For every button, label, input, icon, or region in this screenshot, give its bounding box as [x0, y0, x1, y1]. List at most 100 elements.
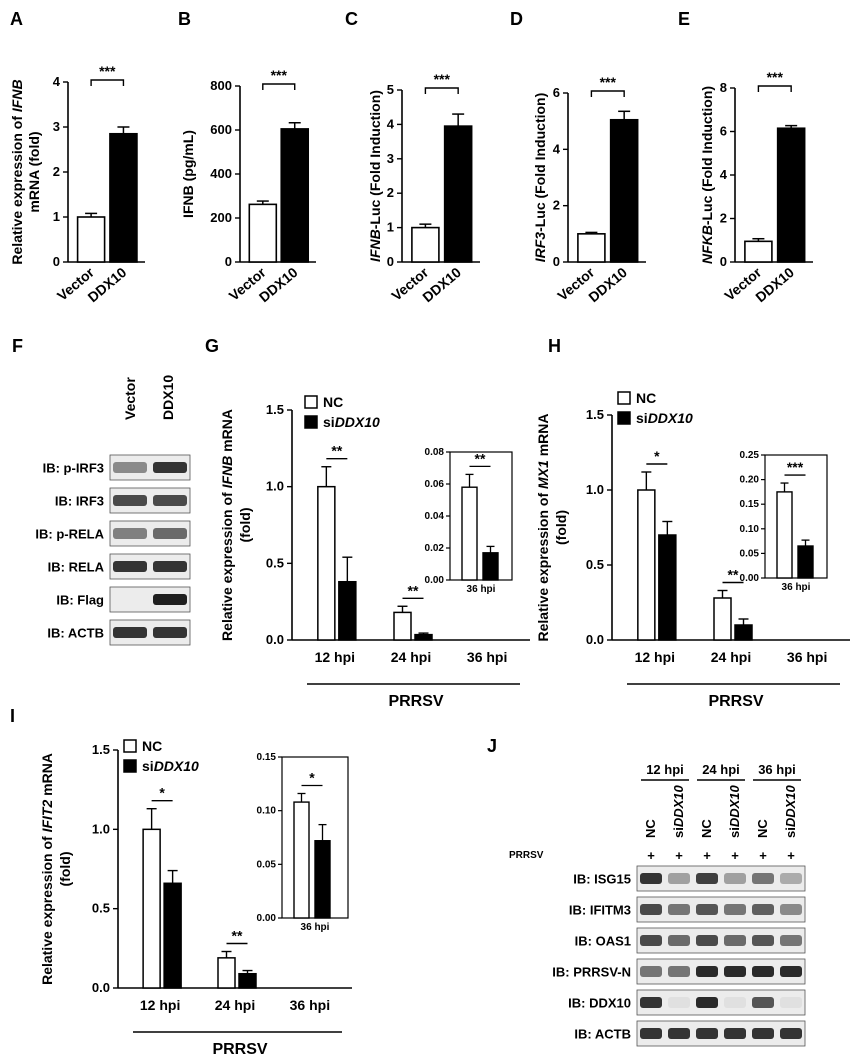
panel-h-inset-ytick-label: 0.20 — [740, 475, 760, 486]
blot-j-row-5-band-0 — [640, 1028, 662, 1039]
panel-h-sig-label-0: * — [654, 448, 660, 464]
panel-h-inset-bar-siddx10 — [797, 545, 814, 579]
panel-b-ytick-label: 400 — [210, 166, 232, 181]
panel-e-ylabel: NFKB-Luc (Fold Induction) — [699, 86, 715, 264]
blot-j-row-2-band-1 — [668, 935, 690, 946]
blot-j-row-5 — [636, 1020, 806, 1047]
panel-e-ytick-label: 8 — [720, 80, 727, 95]
panel-c-ytick-label: 2 — [387, 185, 394, 200]
panel-c-bar-vector — [411, 226, 440, 263]
blot-j-row-1-band-2 — [696, 904, 718, 915]
panel-h-inset-ytick-label: 0.15 — [740, 499, 760, 510]
blot-f-row-2 — [109, 520, 191, 547]
panel-e-ytick-label: 0 — [720, 254, 727, 269]
blot-j-row-4-band-0 — [640, 997, 662, 1008]
panel-c-bar-ddx10 — [443, 125, 473, 263]
panel-h-inset-ytick-label: 0.05 — [740, 548, 760, 559]
panel-a-ytick-label: 4 — [53, 74, 61, 89]
panel-i-bar-nc-1 — [217, 957, 236, 989]
panel-c-ytick-label: 5 — [387, 82, 394, 97]
panel-g-inset-ytick-label: 0.02 — [425, 543, 445, 554]
blot-j-row-3-band-4 — [752, 966, 774, 977]
panel-g-legend-swatch-nc — [304, 395, 318, 409]
blot-f-row-3 — [109, 553, 191, 580]
panel-d-bar-vector — [577, 233, 606, 263]
blot-j-row-4-band-5 — [780, 997, 802, 1008]
blot-j-lane-label-5: siDDX10 — [783, 784, 798, 838]
panel-b-ytick-label: 800 — [210, 78, 232, 93]
panel-i-xtick-label-1: 24 hpi — [215, 997, 255, 1013]
panel-h-ytick-label: 0.5 — [586, 557, 604, 572]
panel-h-sig-label-1: ** — [728, 567, 739, 583]
blot-f-row-2-band-0 — [113, 528, 147, 539]
panel-h-ylabel-line2: (fold) — [553, 510, 569, 545]
panel-h-xtick-label-1: 24 hpi — [711, 649, 751, 665]
panel-d-ytick-label: 6 — [553, 85, 560, 100]
blot-j-row-label-2: IB: OAS1 — [575, 934, 631, 949]
blot-j-row-3-background — [636, 958, 806, 985]
panel-h-bar-siddx10-0 — [658, 534, 677, 641]
blot-j-row-4-background — [636, 989, 806, 1016]
panel-h-bar-nc-0 — [637, 489, 656, 641]
panel-c-sig-bracket — [424, 87, 459, 94]
blot-j-row-3-band-2 — [696, 966, 718, 977]
blot-j-row-1-band-0 — [640, 904, 662, 915]
blot-j-row-0-band-5 — [780, 873, 802, 884]
panel-g-group-label: PRRSV — [388, 693, 443, 710]
blot-j-row-4-band-4 — [752, 997, 774, 1008]
blot-j-row-3-band-5 — [780, 966, 802, 977]
panel-i-inset-ytick-label: 0.05 — [257, 859, 277, 870]
panel-d-sig-bracket — [590, 90, 625, 97]
blot-j-prrsv-plus-3: + — [731, 848, 739, 863]
panel-a-bar-ddx10 — [109, 132, 138, 263]
blot-j-row-label-0: IB: ISG15 — [573, 872, 631, 887]
panel-a-sig-label: *** — [99, 63, 116, 79]
panel-i-ytick-label: 0.0 — [92, 980, 110, 995]
panel-e-ytick-label: 2 — [720, 211, 727, 226]
panel-letter-f: F — [12, 336, 23, 356]
panel-g-bar-siddx10-1 — [414, 633, 433, 641]
blot-f-row-3-band-0 — [113, 561, 147, 572]
panel-g-inset-label: 36 hpi — [467, 584, 496, 595]
blot-j-prrsv-plus-4: + — [759, 848, 767, 863]
blot-f-row-0 — [109, 454, 191, 481]
panel-letter-h: H — [548, 336, 561, 356]
blot-j-prrsv-label: PRRSV — [509, 850, 544, 861]
panel-letter-a: A — [10, 9, 23, 29]
panel-g-bar-nc-1 — [393, 611, 412, 641]
blot-j-row-0-band-1 — [668, 873, 690, 884]
blot-j-prrsv-plus-1: + — [675, 848, 683, 863]
panel-g-inset-ytick-label: 0.08 — [425, 447, 445, 458]
panel-a-ytick-label: 2 — [53, 164, 60, 179]
blot-j-row-1 — [636, 896, 806, 923]
blot-f-row-5-band-1 — [153, 627, 187, 638]
blot-j-lane-label-0: NC — [643, 819, 658, 838]
panel-i-group-label: PRRSV — [212, 1041, 267, 1058]
panel-b-ytick-label: 600 — [210, 122, 232, 137]
panel-i-sig-label-1: ** — [232, 928, 243, 944]
panel-h-xtick-label-0: 12 hpi — [635, 649, 675, 665]
panel-d-ytick-label: 4 — [553, 141, 561, 156]
panel-b-ylabel: IFNB (pg/mL) — [180, 130, 196, 218]
blot-j-row-2-band-4 — [752, 935, 774, 946]
panel-letter-e: E — [678, 9, 690, 29]
panel-g-legend-label-siddx10: siDDX10 — [323, 414, 380, 430]
panel-g-sig-label-1: ** — [408, 582, 419, 598]
blot-f-row-0-band-1 — [153, 462, 187, 473]
panel-c-ylabel: IFNB-Luc (Fold Induction) — [367, 90, 383, 262]
blot-j-row-5-band-2 — [696, 1028, 718, 1039]
panel-g-xtick-label-1: 24 hpi — [391, 649, 431, 665]
blot-j-row-2-band-2 — [696, 935, 718, 946]
blot-f-row-5 — [109, 619, 191, 646]
panel-i-inset-bar-siddx10 — [314, 840, 331, 919]
blot-j-row-2-band-5 — [780, 935, 802, 946]
panel-letter-i: I — [10, 706, 15, 726]
panel-a-ytick-label: 1 — [53, 209, 60, 224]
panel-g-bar-siddx10-0 — [338, 580, 357, 641]
blot-j-row-1-band-3 — [724, 904, 746, 915]
blot-j-row-5-band-1 — [668, 1028, 690, 1039]
panel-a-ytick-label: 0 — [53, 254, 60, 269]
panel-i-sig-label-0: * — [159, 785, 165, 801]
panel-b-sig-bracket — [262, 83, 296, 90]
panel-i-bar-siddx10-1 — [238, 972, 257, 989]
